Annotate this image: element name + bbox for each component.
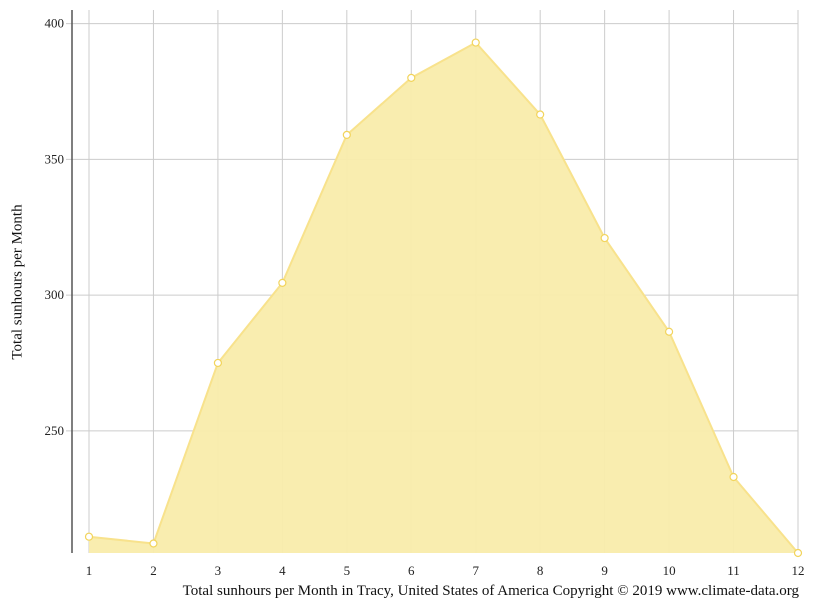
- data-point: [536, 110, 545, 119]
- data-point: [84, 532, 94, 541]
- y-tick-label: 300: [45, 287, 65, 302]
- x-tick-label: 6: [408, 563, 415, 578]
- data-point: [342, 130, 351, 139]
- data-points: [84, 38, 803, 558]
- x-tick-label: 3: [215, 563, 222, 578]
- x-tick-label: 9: [601, 563, 608, 578]
- y-axis-title: Total sunhours per Month: [9, 204, 26, 360]
- data-point: [149, 539, 158, 548]
- data-point: [213, 358, 223, 368]
- x-tick-label: 7: [472, 563, 479, 578]
- x-tick-label: 11: [727, 563, 740, 578]
- data-point: [600, 233, 609, 243]
- series-area-fill: [89, 42, 798, 553]
- y-tick-label: 350: [45, 151, 65, 166]
- y-tick-labels: 250 300 350 400: [45, 16, 65, 438]
- data-point: [407, 73, 416, 82]
- x-axis-title: Total sunhours per Month in Tracy, Unite…: [182, 583, 799, 599]
- x-tick-label: 1: [86, 563, 93, 578]
- data-point: [278, 278, 287, 287]
- x-tick-label: 2: [150, 563, 157, 578]
- x-tick-label: 5: [344, 563, 351, 578]
- x-tick-label: 10: [663, 563, 676, 578]
- y-tick-label: 250: [45, 423, 65, 438]
- x-tick-label: 8: [537, 563, 544, 578]
- data-point: [471, 38, 480, 47]
- data-point: [664, 327, 674, 336]
- x-tick-labels: 1 2 3 4 5 6 7 8 9 10 11 12: [86, 563, 805, 578]
- y-tick-label: 400: [45, 16, 65, 31]
- data-point: [793, 548, 803, 558]
- data-point: [729, 472, 738, 482]
- x-tick-label: 4: [279, 563, 286, 578]
- series-line: [88, 41, 799, 554]
- x-tick-label: 12: [792, 563, 805, 578]
